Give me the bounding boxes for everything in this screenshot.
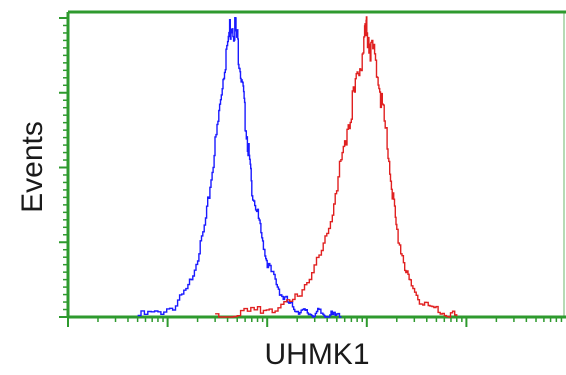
series-1-histogram-line <box>137 17 342 318</box>
plot-frame <box>66 10 566 319</box>
axis-ticks <box>59 17 563 327</box>
series-group <box>137 16 458 318</box>
y-axis-label: Events <box>16 121 49 213</box>
series-2-histogram-line <box>215 16 458 318</box>
x-axis-label: UHMK1 <box>264 338 369 371</box>
